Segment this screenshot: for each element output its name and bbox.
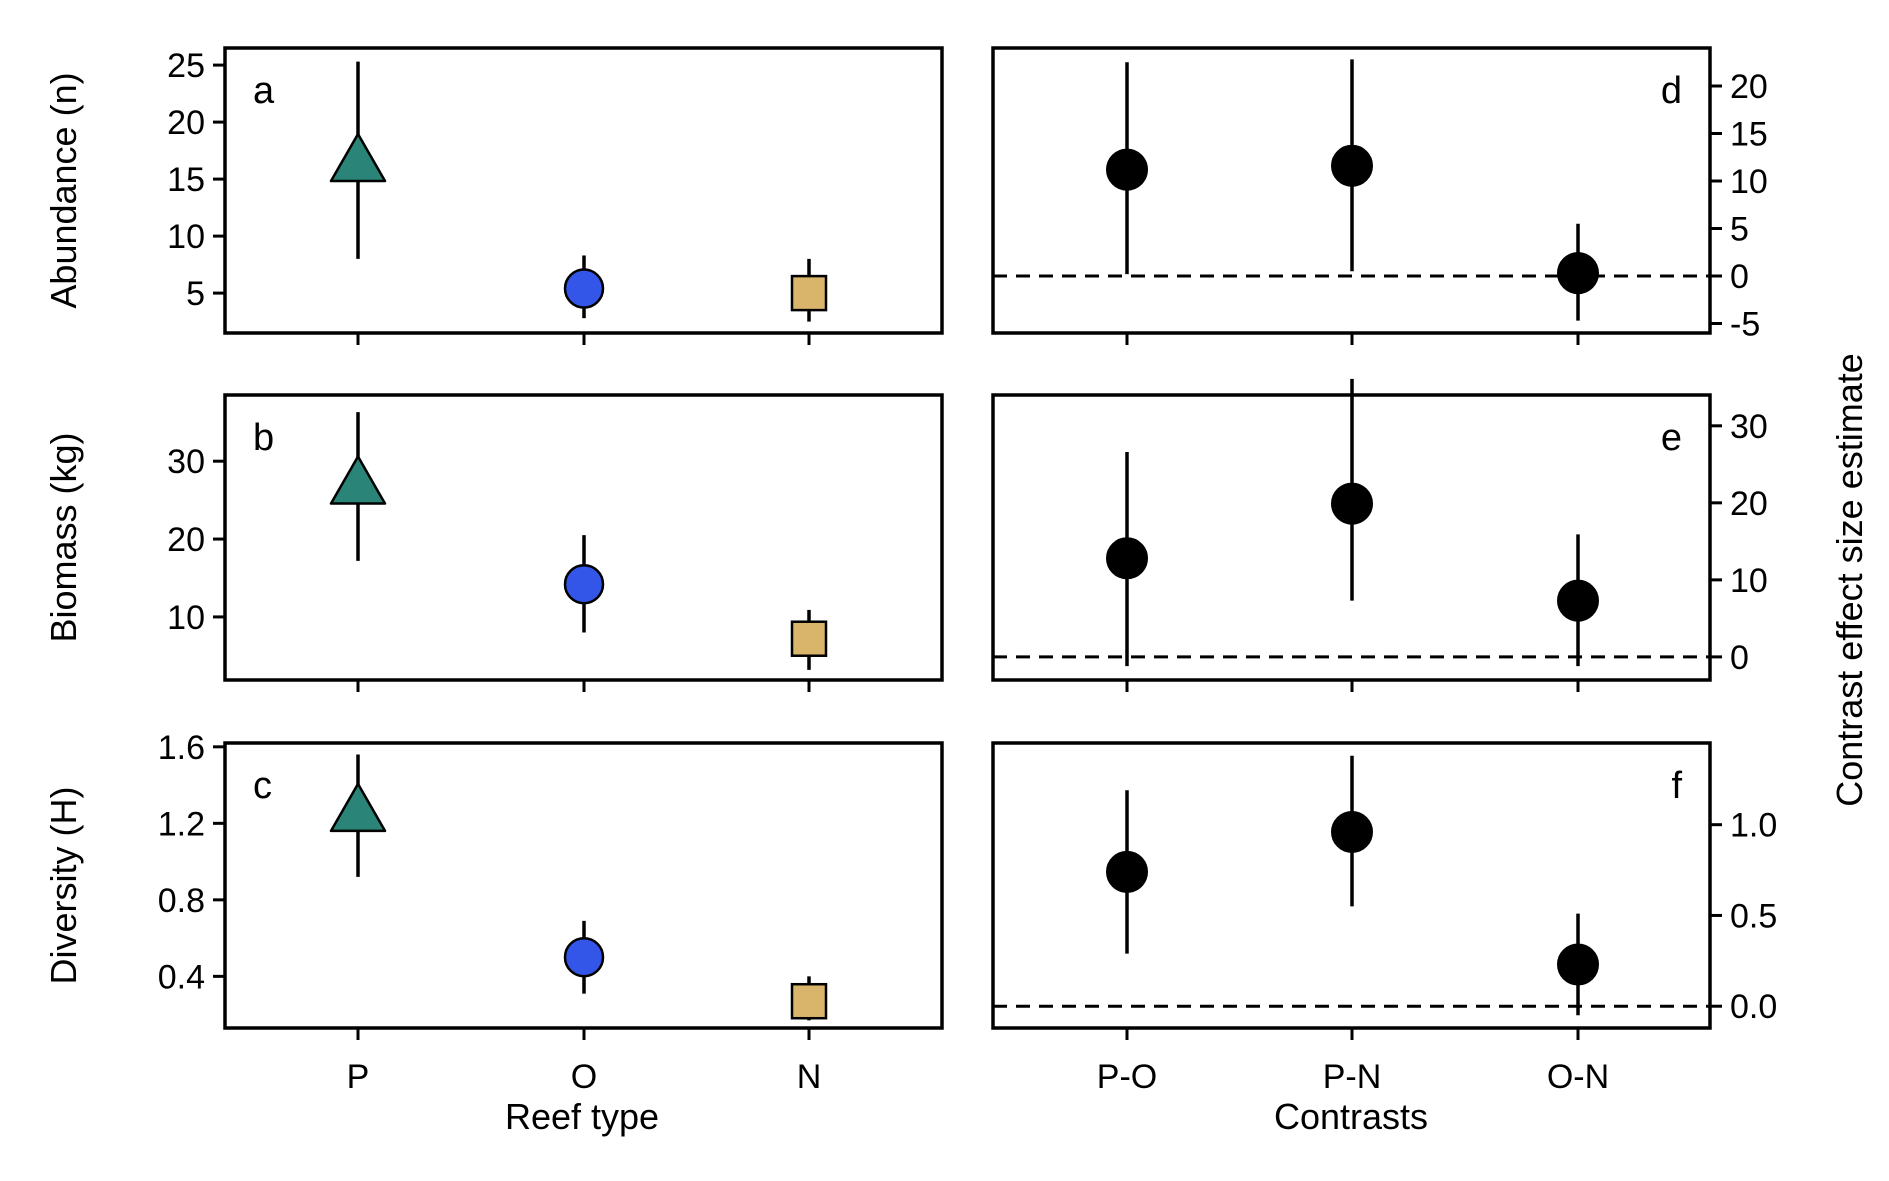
panel-e-point-P-O <box>1106 537 1148 580</box>
panel-c-xtick-label: O <box>571 1058 597 1096</box>
panel-b-y-axis-title: Biomass (kg) <box>43 432 84 642</box>
panel-e-ytick-label: 20 <box>1730 485 1768 523</box>
panel-f-ytick-label: 1.0 <box>1730 807 1777 845</box>
panel-a-point-P <box>329 132 387 183</box>
panel-b-letter: b <box>253 417 274 459</box>
panel-b-ytick-label: 30 <box>167 443 205 481</box>
panel-a-ytick-label: 5 <box>186 275 205 313</box>
panel-d-ytick-label: 20 <box>1730 68 1768 106</box>
panel-d-ytick-label: 5 <box>1730 211 1749 249</box>
panel-f-point-P-N <box>1331 810 1373 853</box>
panel-f-xtick-label: O-N <box>1547 1058 1609 1096</box>
panel-d-ytick-label: -5 <box>1730 306 1760 344</box>
panel-f-xtick-label: P-N <box>1323 1058 1382 1096</box>
panel-c-ytick-label: 1.6 <box>158 729 205 767</box>
panel-d-ytick-label: 10 <box>1730 163 1768 201</box>
panel-c-letter: c <box>253 765 272 807</box>
plot-layer: 5 10 15 20 25 a Abundance (n) 10 20 30 b Biomass (k… <box>43 46 1777 1096</box>
panel-f-letter: f <box>1671 765 1682 807</box>
panel-d-point-O-N <box>1557 252 1599 295</box>
panel-e-ytick-label: 0 <box>1730 639 1749 677</box>
panel-b-point-P <box>329 455 387 505</box>
panel-f-point-P-O <box>1106 850 1148 893</box>
panel-b-point-N <box>790 620 828 657</box>
panel-d-letter: d <box>1661 70 1682 112</box>
panel-d-point-P-N <box>1331 144 1373 187</box>
panel-e-point-P-N <box>1331 482 1373 525</box>
panel-a-point-N <box>790 274 828 312</box>
panel-b-ytick-label: 20 <box>167 521 205 559</box>
panel-c-xtick-label: N <box>797 1058 822 1096</box>
panel-c-y-axis-title: Diversity (H) <box>43 787 84 985</box>
panel-a-ytick-label: 25 <box>167 47 205 85</box>
panel-a-letter: a <box>253 70 275 112</box>
panel-d-ytick-label: 0 <box>1730 258 1749 296</box>
panel-e-point-O-N <box>1557 579 1599 622</box>
panel-a-ytick-label: 20 <box>167 104 205 142</box>
panel-c-ytick-label: 0.4 <box>158 958 205 996</box>
panel-a-ytick-label: 15 <box>167 161 205 199</box>
panel-c-ytick-label: 1.2 <box>158 805 205 843</box>
panel-f-ytick-label: 0.5 <box>1730 897 1777 935</box>
panel-f-xtick-label: P-O <box>1097 1058 1157 1096</box>
panel-a-y-axis-title: Abundance (n) <box>43 72 84 308</box>
panel-c-point-P <box>329 782 387 833</box>
left-x-axis-title: Reef type <box>505 1096 659 1137</box>
panel-c-xtick-label: P <box>347 1058 370 1096</box>
right-x-axis-title: Contrasts <box>1274 1096 1428 1137</box>
panel-e-ytick-label: 30 <box>1730 408 1768 446</box>
panel-b-point-O <box>563 563 605 605</box>
panel-e-ytick-label: 10 <box>1730 562 1768 600</box>
panel-a-ytick-label: 10 <box>167 218 205 256</box>
panel-a-point-O <box>563 268 605 309</box>
panel-d-ytick-label: 15 <box>1730 116 1768 154</box>
panel-f-ytick-label: 0.0 <box>1730 988 1777 1026</box>
panel-c-ytick-label: 0.8 <box>158 882 205 920</box>
panel-e-letter: e <box>1661 417 1682 459</box>
panel-c-point-O <box>563 936 605 978</box>
right-y-axis-title: Contrast effect size estimate <box>1829 353 1870 807</box>
panel-c-point-N <box>790 982 828 1020</box>
panel-f-point-O-N <box>1557 943 1599 986</box>
panel-d-point-P-O <box>1106 148 1148 191</box>
panel-b-ytick-label: 10 <box>167 599 205 637</box>
